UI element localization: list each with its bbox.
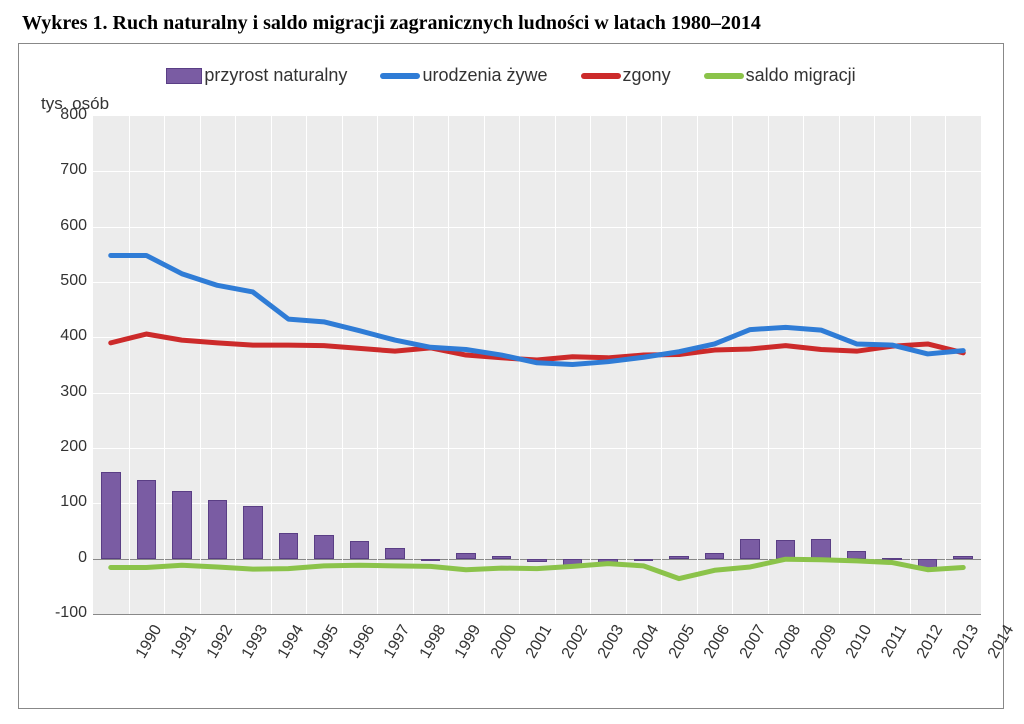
y-tick-label: 500: [39, 272, 87, 290]
line-swatch-icon: [380, 73, 420, 79]
y-tick-label: -100: [39, 604, 87, 622]
x-tick-label: 1990: [133, 622, 166, 662]
x-tick-label: 1992: [204, 622, 237, 662]
x-tick-label: 2012: [914, 622, 947, 662]
y-tick-label: 200: [39, 438, 87, 456]
y-tick-label: 0: [39, 549, 87, 567]
y-tick-label: 600: [39, 217, 87, 235]
y-tick-label: 700: [39, 161, 87, 179]
legend-label: urodzenia żywe: [422, 65, 547, 85]
y-tick-label: 100: [39, 493, 87, 511]
bar-swatch-icon: [166, 68, 202, 84]
y-tick-label: 800: [39, 106, 87, 124]
line-swatch-icon: [581, 73, 621, 79]
x-tick-label: 1995: [310, 622, 343, 662]
x-tick-label: 2003: [594, 622, 627, 662]
series-line: [111, 559, 963, 578]
y-tick-label: 300: [39, 383, 87, 401]
x-tick-label: 2014: [985, 622, 1018, 662]
legend-item-saldo: saldo migracji: [704, 65, 856, 86]
x-tick-label: 1997: [381, 622, 414, 662]
x-tick-label: 2006: [701, 622, 734, 662]
line-layer: [93, 116, 981, 614]
x-tick-label: 2007: [736, 622, 769, 662]
chart-title: Wykres 1. Ruch naturalny i saldo migracj…: [22, 12, 1006, 35]
legend: przyrost naturalny urodzenia żywe zgony …: [19, 64, 1003, 86]
plot-area: [93, 116, 981, 615]
x-tick-label: 1999: [452, 622, 485, 662]
x-tick-label: 2011: [878, 622, 911, 661]
x-tick-label: 1993: [239, 622, 272, 662]
x-tick-label: 2001: [523, 622, 556, 662]
x-tick-label: 1991: [168, 622, 201, 662]
x-tick-label: 2004: [630, 622, 663, 662]
legend-label: przyrost naturalny: [204, 65, 347, 85]
x-tick-label: 2008: [772, 622, 805, 662]
legend-item-przyrost: przyrost naturalny: [166, 65, 347, 86]
x-tick-label: 2013: [950, 622, 983, 662]
x-tick-label: 2005: [665, 622, 698, 662]
legend-label: saldo migracji: [746, 65, 856, 85]
legend-item-urodzenia: urodzenia żywe: [380, 65, 547, 86]
legend-item-zgony: zgony: [581, 65, 671, 86]
legend-label: zgony: [623, 65, 671, 85]
x-tick-label: 2000: [488, 622, 521, 662]
x-tick-label: 2010: [843, 622, 876, 662]
y-tick-label: 400: [39, 327, 87, 345]
x-tick-label: 1994: [275, 622, 308, 662]
chart-frame: przyrost naturalny urodzenia żywe zgony …: [18, 43, 1004, 709]
x-tick-label: 2009: [807, 622, 840, 662]
x-tick-label: 1998: [417, 622, 450, 662]
x-tick-label: 2002: [559, 622, 592, 662]
x-tick-label: 1996: [346, 622, 379, 662]
line-swatch-icon: [704, 73, 744, 79]
